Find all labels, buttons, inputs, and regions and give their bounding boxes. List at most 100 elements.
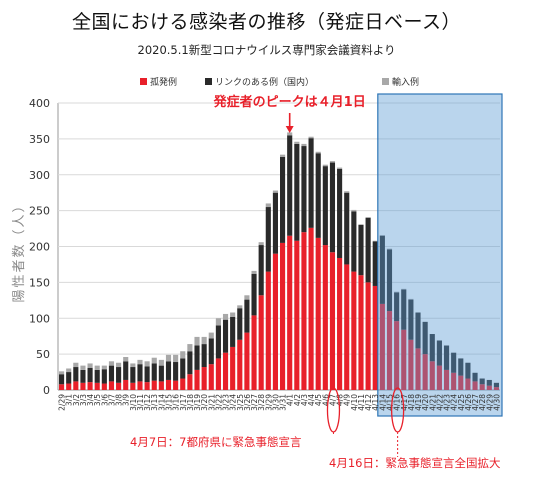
bar-linked <box>101 369 107 384</box>
x-tick-label: 4/24 <box>450 394 459 411</box>
bar-sporadic <box>372 285 378 390</box>
y-tick-label: 300 <box>29 169 50 182</box>
bar-sporadic <box>59 384 65 390</box>
bar-sporadic <box>429 361 435 390</box>
x-tick-label: 3/29 <box>264 394 273 411</box>
x-tick-label: 4/8 <box>336 394 345 406</box>
bar-imported <box>222 313 229 320</box>
x-tick-label: 3/18 <box>186 394 195 411</box>
bar-linked <box>401 289 407 330</box>
bar-imported <box>408 298 414 300</box>
bar-sporadic <box>66 383 72 390</box>
bar-imported <box>180 351 186 359</box>
bar-sporadic <box>244 332 250 390</box>
x-tick-label: 4/26 <box>464 394 473 411</box>
x-tick-label: 4/4 <box>307 394 316 406</box>
bar-imported <box>165 354 172 362</box>
bar-imported <box>301 143 307 147</box>
peak-annotation: 発症者のピークは４月1日 <box>213 94 366 110</box>
bar-linked <box>337 169 343 258</box>
x-tick-label: 3/27 <box>250 394 259 411</box>
x-tick-label: 4/14 <box>378 394 387 411</box>
bar-imported <box>251 270 257 274</box>
bar-sporadic <box>151 380 157 390</box>
bar-sporadic <box>73 381 79 390</box>
y-axis-ticks: 0 50 100 150 200 250 300 350 400 <box>29 97 50 397</box>
bar-sporadic <box>194 369 200 390</box>
bar-linked <box>165 361 172 380</box>
y-tick-label: 350 <box>29 133 50 146</box>
bar-linked <box>116 367 122 383</box>
x-tick-label: 3/28 <box>257 394 266 411</box>
legend-label-sporadic: 孤発例 <box>150 76 177 88</box>
x-tick-label: 4/1 <box>286 394 295 406</box>
x-tick-label: 3/6 <box>100 394 109 406</box>
bar-imported <box>73 362 79 368</box>
x-tick-label: 4/27 <box>471 394 480 411</box>
x-tick-label: 3/30 <box>271 394 280 411</box>
bar-sporadic <box>215 358 221 390</box>
bar-sporadic <box>265 271 271 390</box>
legend-swatch-linked <box>205 78 212 85</box>
bar-imported <box>230 312 236 317</box>
x-tick-label: 3/13 <box>150 394 159 411</box>
bar-imported <box>101 365 107 370</box>
x-tick-label: 4/7 <box>328 394 337 406</box>
bar-imported <box>315 151 321 154</box>
x-tick-label: 3/21 <box>207 394 216 411</box>
bar-linked <box>429 334 435 362</box>
bar-linked <box>66 372 72 384</box>
bar-sporadic <box>137 381 143 390</box>
x-axis-ticks: 2/293/13/23/33/43/53/63/73/83/93/103/113… <box>58 394 502 411</box>
bar-linked <box>151 363 157 381</box>
bar-linked <box>280 156 286 243</box>
bar-imported <box>108 361 115 366</box>
bar-sporadic <box>322 245 328 390</box>
y-tick-label: 150 <box>29 276 50 289</box>
x-tick-label: 4/15 <box>386 394 395 411</box>
bar-linked <box>208 338 214 365</box>
bar-imported <box>294 141 300 144</box>
bar-sporadic <box>394 321 400 390</box>
bar-linked <box>415 312 421 349</box>
x-tick-label: 3/26 <box>243 394 252 411</box>
bar-sporadic <box>87 382 93 390</box>
y-tick-label: 0 <box>43 384 50 397</box>
x-tick-label: 4/30 <box>492 394 501 411</box>
x-tick-label: 4/16 <box>393 394 402 411</box>
bar-sporadic <box>94 382 100 390</box>
x-tick-label: 3/16 <box>172 394 181 411</box>
bar-linked <box>73 367 79 382</box>
bar-linked <box>258 245 264 296</box>
bar-sporadic <box>358 275 364 390</box>
bar-linked <box>322 166 328 246</box>
bar-imported <box>322 164 328 167</box>
bar-sporadic <box>80 382 86 390</box>
page-title: 全国における感染者の推移（発症日ベース） <box>71 11 462 33</box>
bar-imported <box>265 203 271 208</box>
bar-linked <box>479 378 485 385</box>
bar-linked <box>215 325 221 359</box>
bar-sporadic <box>237 339 243 390</box>
bar-linked <box>144 366 150 383</box>
bar-imported <box>394 291 400 293</box>
bar-linked <box>108 365 115 382</box>
x-tick-label: 3/23 <box>222 394 231 411</box>
bar-sporadic <box>158 381 164 390</box>
x-tick-label: 3/20 <box>200 394 209 411</box>
bar-sporadic <box>315 237 321 390</box>
x-tick-label: 4/25 <box>457 394 466 411</box>
bar-sporadic <box>173 380 179 390</box>
x-tick-label: 4/17 <box>400 394 409 411</box>
bar-sporadic <box>294 240 300 390</box>
bar-linked <box>458 358 464 376</box>
bar-imported <box>237 305 243 309</box>
bar-imported <box>401 288 407 290</box>
bar-linked <box>358 224 364 276</box>
bar-linked <box>201 344 207 368</box>
y-tick-label: 100 <box>29 312 50 325</box>
bar-sporadic <box>386 311 393 390</box>
x-tick-label: 3/7 <box>107 394 116 406</box>
x-tick-label: 4/6 <box>321 394 330 406</box>
x-tick-label: 4/3 <box>300 394 309 406</box>
